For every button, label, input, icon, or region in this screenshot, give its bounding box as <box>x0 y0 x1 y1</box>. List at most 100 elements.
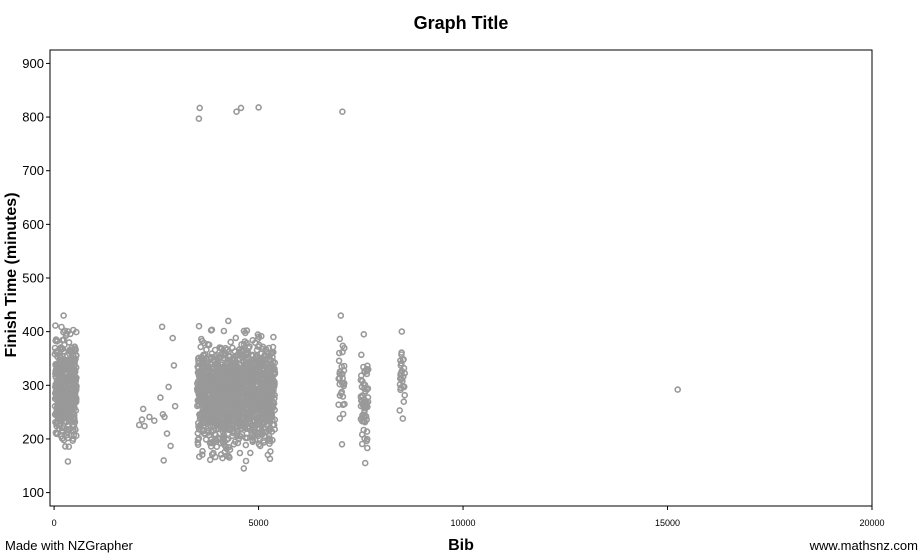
data-points <box>51 104 682 472</box>
data-point <box>361 418 369 426</box>
data-point <box>207 326 215 334</box>
data-point <box>232 399 239 407</box>
data-point <box>212 362 220 370</box>
data-point <box>204 414 211 421</box>
data-point <box>229 432 236 440</box>
data-point <box>255 376 263 384</box>
data-point <box>397 369 405 377</box>
data-point <box>217 439 224 447</box>
data-point <box>225 317 232 325</box>
data-point <box>252 401 259 409</box>
data-point <box>259 421 267 428</box>
data-point <box>72 396 80 404</box>
data-point <box>339 410 347 418</box>
data-point <box>207 421 214 429</box>
data-point <box>232 423 239 430</box>
data-point <box>204 362 212 369</box>
data-point <box>225 396 232 403</box>
data-point <box>260 402 267 409</box>
data-point <box>63 393 70 400</box>
credit-nzgrapher: Made with NZGrapher <box>5 538 133 553</box>
data-point <box>58 344 65 352</box>
data-point <box>52 384 60 392</box>
data-point <box>214 418 221 426</box>
data-point <box>208 384 216 391</box>
y-tick-label: 700 <box>22 163 44 178</box>
data-point <box>396 375 404 382</box>
data-point <box>212 379 219 387</box>
data-point <box>358 414 366 421</box>
data-point <box>199 447 206 455</box>
data-point <box>336 335 344 343</box>
data-point <box>267 380 274 388</box>
data-point <box>146 413 153 421</box>
data-point <box>360 330 368 338</box>
data-point <box>197 343 204 351</box>
data-point <box>171 402 179 410</box>
data-point <box>248 386 256 393</box>
data-point <box>357 372 365 380</box>
data-point <box>238 390 246 398</box>
data-point <box>242 441 250 449</box>
chart-title: Graph Title <box>414 13 509 33</box>
data-point <box>196 104 203 112</box>
data-point <box>361 459 369 467</box>
data-point <box>52 370 59 378</box>
data-point <box>233 108 240 115</box>
data-point <box>222 409 229 416</box>
data-point <box>340 344 348 352</box>
data-point <box>52 337 60 345</box>
data-point <box>170 362 178 369</box>
data-point <box>252 375 260 382</box>
data-point <box>247 358 254 366</box>
data-point <box>55 425 63 432</box>
data-point <box>266 399 274 407</box>
data-point <box>70 411 77 419</box>
data-point <box>245 424 252 431</box>
data-point <box>336 415 344 422</box>
data-point <box>268 409 276 417</box>
credit-mathsnz: www.mathsnz.com <box>809 538 918 553</box>
data-point <box>198 337 206 345</box>
data-point <box>210 422 217 430</box>
data-point <box>213 397 221 404</box>
data-point <box>51 395 59 403</box>
data-point <box>225 371 232 379</box>
data-point <box>235 418 243 426</box>
data-point <box>51 350 59 358</box>
data-point <box>66 371 74 379</box>
y-tick-label: 200 <box>22 431 44 446</box>
data-point <box>262 346 270 353</box>
y-axis: 100 200 300 400 500 600 700 800 900 <box>22 56 50 500</box>
y-tick-label: 500 <box>22 271 44 286</box>
data-point <box>255 333 263 341</box>
data-point <box>337 312 345 319</box>
data-point <box>195 435 203 442</box>
data-point <box>335 349 343 357</box>
data-point <box>64 458 72 465</box>
data-point <box>60 312 67 319</box>
data-point <box>202 436 210 443</box>
data-point <box>65 443 73 451</box>
data-point <box>364 366 372 373</box>
plot-area <box>49 49 873 507</box>
data-point <box>68 348 75 355</box>
data-point <box>215 404 223 412</box>
data-point <box>232 381 240 388</box>
data-point <box>228 376 235 384</box>
data-point <box>212 388 219 396</box>
data-point <box>254 343 262 350</box>
data-point <box>58 377 66 384</box>
data-point <box>52 322 59 329</box>
data-point <box>215 415 222 423</box>
data-point <box>163 430 171 437</box>
data-point <box>64 328 72 335</box>
data-point <box>340 367 348 374</box>
data-point <box>358 431 366 438</box>
y-tick-label: 900 <box>22 56 44 71</box>
data-point <box>211 406 219 413</box>
data-point <box>161 413 168 421</box>
data-point <box>169 334 176 342</box>
data-point <box>396 407 404 414</box>
